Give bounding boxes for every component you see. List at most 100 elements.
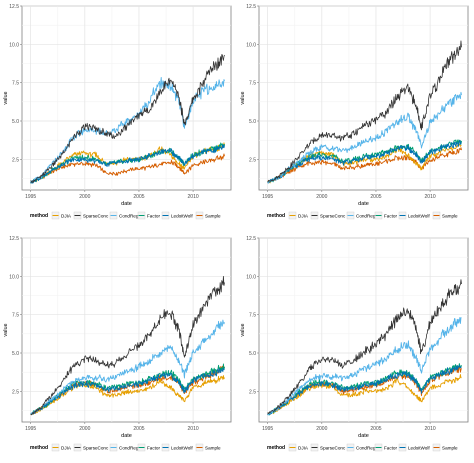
series-group — [267, 279, 462, 416]
x-axis-label: date — [121, 201, 132, 207]
legend-label: LedoitWolf — [171, 445, 193, 450]
legend-label: DJIA — [61, 213, 72, 218]
x-tick-label: 1995 — [25, 194, 36, 200]
legend-label: LedoitWolf — [408, 213, 430, 218]
y-tick-label: 5.0 — [249, 351, 256, 357]
y-tick-label: 10.0 — [246, 274, 256, 280]
legend: method DJIA SparseConc CondReg Factor LedoitW… — [30, 211, 221, 220]
series-line-sparseconc — [30, 54, 225, 184]
legend-label: DJIA — [298, 213, 309, 218]
y-tick-label: 10.0 — [9, 42, 19, 48]
legend: method DJIA SparseConc CondReg Factor LedoitW… — [30, 443, 221, 452]
legend-title: method — [30, 213, 48, 219]
plot-area — [258, 5, 469, 191]
series-line-djia — [30, 375, 225, 415]
y-tick-label: 7.5 — [12, 81, 19, 87]
y-tick-label: 7.5 — [12, 313, 19, 319]
legend-label: SparseConc — [320, 445, 346, 450]
x-tick-label: 2005 — [370, 194, 381, 200]
y-tick-label: 5.0 — [12, 119, 19, 125]
y-tick-label: 7.5 — [249, 313, 256, 319]
series-line-ledoitwolf — [30, 144, 225, 184]
x-tick-label: 2005 — [133, 194, 144, 200]
series-group — [267, 40, 462, 184]
chart-panel-4: 2.5 5.0 7.5 10.0 12.5 1995 2000 2005 2010 date val… — [240, 236, 469, 452]
series-line-sample — [267, 147, 462, 184]
series-line-condreg — [267, 91, 462, 184]
legend-label: Sample — [205, 213, 221, 218]
series-line-sample — [30, 153, 225, 183]
legend-label: Factor — [147, 445, 160, 450]
x-tick-label: 2005 — [370, 426, 381, 432]
legend-title: method — [267, 213, 285, 219]
x-tick-label: 1995 — [262, 426, 273, 432]
chart-panel-1: 2.5 5.0 7.5 10.0 12.5 1995 2000 2005 2010 date val… — [3, 4, 232, 220]
legend-label: CondReg — [356, 445, 376, 450]
y-tick-label: 12.5 — [246, 236, 256, 242]
legend-label: Sample — [442, 445, 458, 450]
series-line-sparseconc — [30, 275, 225, 416]
y-tick-label: 2.5 — [12, 157, 19, 163]
series-line-factor — [30, 363, 225, 415]
x-tick-label: 2000 — [316, 194, 327, 200]
y-tick-label: 12.5 — [9, 236, 19, 242]
series-line-condreg — [30, 319, 225, 415]
legend-label: CondReg — [119, 445, 139, 450]
x-axis-label: date — [121, 433, 132, 439]
series-line-ledoitwolf — [30, 367, 225, 415]
x-tick-label: 1995 — [262, 194, 273, 200]
legend-label: SparseConc — [83, 213, 109, 218]
series-line-condreg — [267, 317, 462, 416]
legend-title: method — [267, 445, 285, 451]
y-axis-label: value — [240, 91, 246, 104]
y-tick-label: 12.5 — [246, 4, 256, 10]
series-line-djia — [30, 142, 225, 184]
x-tick-label: 2010 — [425, 426, 436, 432]
legend-label: DJIA — [61, 445, 72, 450]
x-tick-label: 2000 — [316, 426, 327, 432]
legend-title: method — [30, 445, 48, 451]
x-tick-label: 1995 — [25, 426, 36, 432]
y-tick-label: 7.5 — [249, 81, 256, 87]
x-tick-label: 2000 — [79, 194, 90, 200]
x-tick-label: 2010 — [188, 194, 199, 200]
chart-panel-2: 2.5 5.0 7.5 10.0 12.5 1995 2000 2005 2010 date val… — [240, 4, 469, 220]
legend: method DJIA SparseConc CondReg Factor LedoitW… — [267, 211, 458, 220]
legend-label: Factor — [384, 445, 397, 450]
series-line-factor — [267, 363, 462, 416]
y-axis-label: value — [3, 91, 9, 104]
legend-label: CondReg — [119, 213, 139, 218]
x-axis-label: date — [358, 201, 369, 207]
legend: method DJIA SparseConc CondReg Factor LedoitW… — [267, 443, 458, 452]
y-tick-label: 5.0 — [249, 119, 256, 125]
x-tick-label: 2005 — [133, 426, 144, 432]
series-line-sparseconc — [267, 279, 462, 415]
y-axis-label: value — [3, 323, 9, 336]
series-line-sparseconc — [267, 40, 462, 183]
series-line-condreg — [30, 77, 225, 184]
legend-label: Sample — [205, 445, 221, 450]
legend-label: SparseConc — [83, 445, 109, 450]
series-line-ledoitwolf — [267, 139, 462, 184]
legend-label: Sample — [442, 213, 458, 218]
plot-area — [21, 5, 232, 191]
chart-panel-3: 2.5 5.0 7.5 10.0 12.5 1995 2000 2005 2010 date val… — [3, 236, 232, 452]
legend-label: LedoitWolf — [171, 213, 193, 218]
legend-label: Factor — [384, 213, 397, 218]
y-tick-label: 2.5 — [249, 157, 256, 163]
x-tick-label: 2010 — [188, 426, 199, 432]
y-axis-label: value — [240, 323, 246, 336]
series-group — [30, 54, 225, 184]
legend-label: CondReg — [356, 213, 376, 218]
y-tick-label: 2.5 — [12, 389, 19, 395]
y-tick-label: 12.5 — [9, 4, 19, 10]
x-axis-label: date — [358, 433, 369, 439]
series-line-sample — [30, 365, 225, 416]
x-tick-label: 2010 — [425, 194, 436, 200]
y-tick-label: 2.5 — [249, 389, 256, 395]
series-group — [30, 275, 225, 416]
y-tick-label: 5.0 — [12, 351, 19, 357]
legend-label: DJIA — [298, 445, 309, 450]
y-tick-label: 10.0 — [246, 42, 256, 48]
